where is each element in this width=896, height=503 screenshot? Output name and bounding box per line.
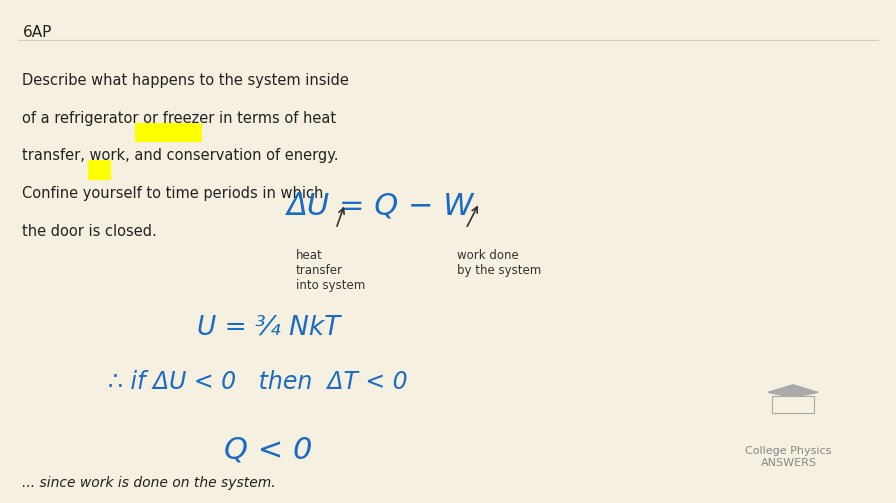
Text: Q < 0: Q < 0 xyxy=(224,435,313,464)
Text: ∴ if ΔU < 0   then  ΔT < 0: ∴ if ΔU < 0 then ΔT < 0 xyxy=(108,370,407,394)
Text: Describe what happens to the system inside: Describe what happens to the system insi… xyxy=(22,73,349,88)
Text: Confine yourself to time periods in which: Confine yourself to time periods in whic… xyxy=(22,186,323,201)
FancyBboxPatch shape xyxy=(135,123,202,142)
FancyBboxPatch shape xyxy=(772,396,814,413)
Text: ΔU = Q − W: ΔU = Q − W xyxy=(287,191,474,220)
Text: transfer, work, and conservation of energy.: transfer, work, and conservation of ener… xyxy=(22,148,339,163)
FancyBboxPatch shape xyxy=(88,160,111,180)
Text: U = ¾ NkT: U = ¾ NkT xyxy=(197,314,340,341)
Text: the door is closed.: the door is closed. xyxy=(22,224,157,239)
Text: of a refrigerator or freezer in terms of heat: of a refrigerator or freezer in terms of… xyxy=(22,111,337,126)
Text: College Physics
ANSWERS: College Physics ANSWERS xyxy=(745,446,831,468)
Text: 6AP: 6AP xyxy=(22,25,52,40)
Text: ... since work is done on the system.: ... since work is done on the system. xyxy=(22,476,276,490)
Polygon shape xyxy=(768,385,818,397)
Text: work done
by the system: work done by the system xyxy=(457,249,541,277)
Text: heat
transfer
into system: heat transfer into system xyxy=(296,249,365,292)
